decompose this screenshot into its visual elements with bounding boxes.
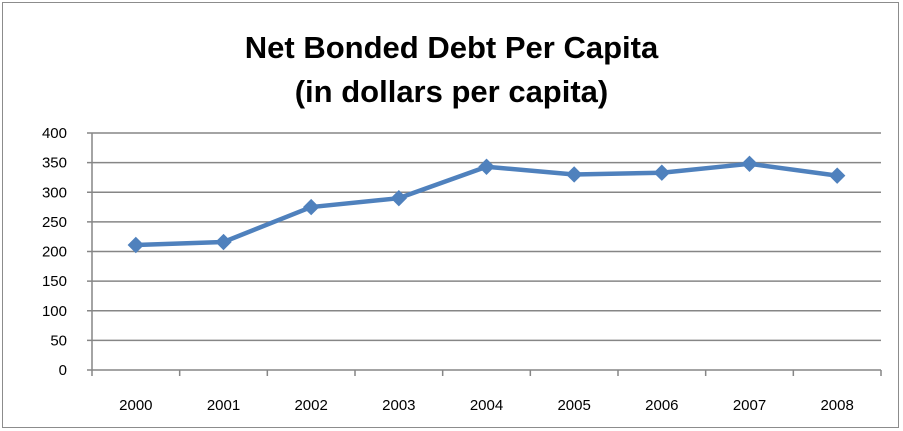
data-point [828,167,846,184]
data-point [215,233,232,251]
data-point [127,236,145,254]
x-tick-label: 2005 [557,397,590,414]
y-tick-label: 0 [59,362,67,379]
data-point [478,158,495,175]
y-tick-label: 50 [50,332,67,349]
data-point [302,198,320,216]
gridlines [92,132,881,342]
data-point [653,164,671,181]
y-tick-label: 200 [42,244,67,261]
x-tick-labels: 2000 2001 2002 2003 2004 2005 2006 2007 2008 [119,397,854,414]
data-point [565,166,583,183]
x-tick-label: 2008 [820,397,853,414]
y-tick-label: 300 [42,184,67,201]
x-tick-label: 2007 [733,397,766,414]
y-tick-label: 150 [42,273,67,290]
x-tick-label: 2001 [207,397,240,414]
chart-title: Net Bonded Debt Per Capita [244,30,659,65]
axes [87,132,882,376]
chart-title-block: Net Bonded Debt Per Capita (in dollars p… [0,26,903,114]
data-point [390,189,408,207]
x-tick-label: 2000 [119,397,152,414]
x-tick-label: 2004 [470,397,503,414]
data-point [741,155,758,173]
y-tick-label: 250 [42,214,67,231]
x-tick-label: 2002 [294,397,327,414]
y-tick-labels: 0 50 100 150 200 250 300 350 400 [42,125,67,379]
y-tick-label: 350 [42,155,67,172]
x-tick-label: 2006 [645,397,678,414]
series-line [135,161,838,248]
y-tick-label: 400 [42,125,67,142]
x-tick-label: 2003 [382,397,415,414]
chart-subtitle: (in dollars per capita) [294,74,609,109]
y-tick-label: 100 [42,303,67,320]
series-group [127,155,846,254]
